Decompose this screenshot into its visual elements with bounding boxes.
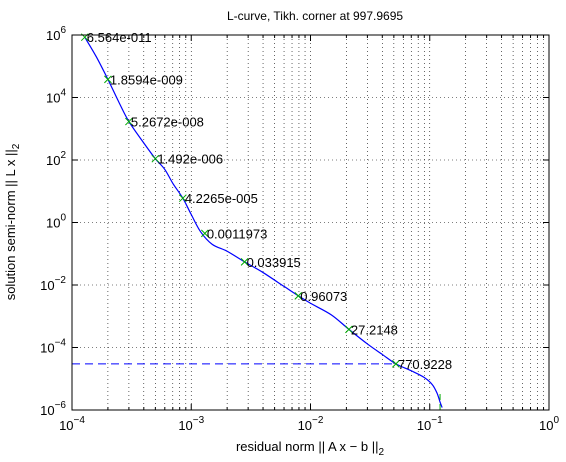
curve-marker	[294, 291, 303, 300]
y-axis-label: solution semi-norm || L x ||2	[3, 143, 22, 300]
curve-marker	[104, 75, 112, 84]
curve-marker	[240, 258, 249, 266]
curve-marker	[345, 325, 353, 334]
marker-label: 1.492e-006	[157, 152, 223, 167]
y-tick-label: 104	[46, 88, 66, 106]
curve-marker	[125, 117, 133, 126]
plot-frame	[71, 34, 550, 411]
y-tick-label: 106	[46, 25, 66, 43]
x-tick-label: 10−3	[178, 415, 204, 433]
x-tick-labels: 10−4 10−3 10−2 10−1 100	[59, 415, 559, 433]
x-axis-label: residual norm || A x − b ||2	[236, 439, 385, 458]
marker-label: 27.2148	[351, 322, 398, 337]
marker-label: 5.2672e-008	[131, 115, 204, 130]
marker-label: 1.8594e-009	[110, 72, 183, 87]
y-tick-label: 10−4	[40, 338, 66, 356]
y-tick-label: 10−6	[40, 400, 66, 418]
y-axis-label-subscript: 2	[11, 143, 22, 149]
chart-title: L-curve, Tikh. corner at 997.9695	[227, 9, 403, 23]
marker-label: 0.033915	[247, 255, 301, 270]
y-tick-label: 100	[46, 213, 66, 231]
curve-marker	[178, 194, 187, 203]
y-tick-labels: 10−6 10−4 10−2 100 102 104 106	[40, 25, 66, 418]
grid	[72, 35, 549, 410]
x-tick-label: 10−4	[59, 415, 85, 433]
curve-marker	[392, 359, 400, 368]
marker-label: 0.0011973	[207, 226, 268, 241]
x-tick-label: 100	[539, 415, 559, 433]
l-curve-line	[84, 36, 443, 408]
marker-label: 0.96073	[300, 289, 347, 304]
x-tick-label: 10−2	[298, 415, 324, 433]
x-tick-label: 10−1	[417, 415, 443, 433]
y-tick-label: 10−2	[40, 275, 66, 293]
x-axis-label-subscript: 2	[378, 447, 384, 458]
marker-label: 6.564e-011	[87, 30, 152, 45]
curve-marker	[200, 229, 209, 238]
y-tick-label: 102	[46, 150, 66, 168]
marker-label: 770.9228	[398, 357, 452, 372]
marker-label-group: 6.564e-011 1.8594e-009 5.2672e-008 1.492e-0…	[87, 30, 452, 372]
marker-label: 4.2265e-005	[185, 191, 258, 206]
curve-marker	[151, 154, 160, 163]
